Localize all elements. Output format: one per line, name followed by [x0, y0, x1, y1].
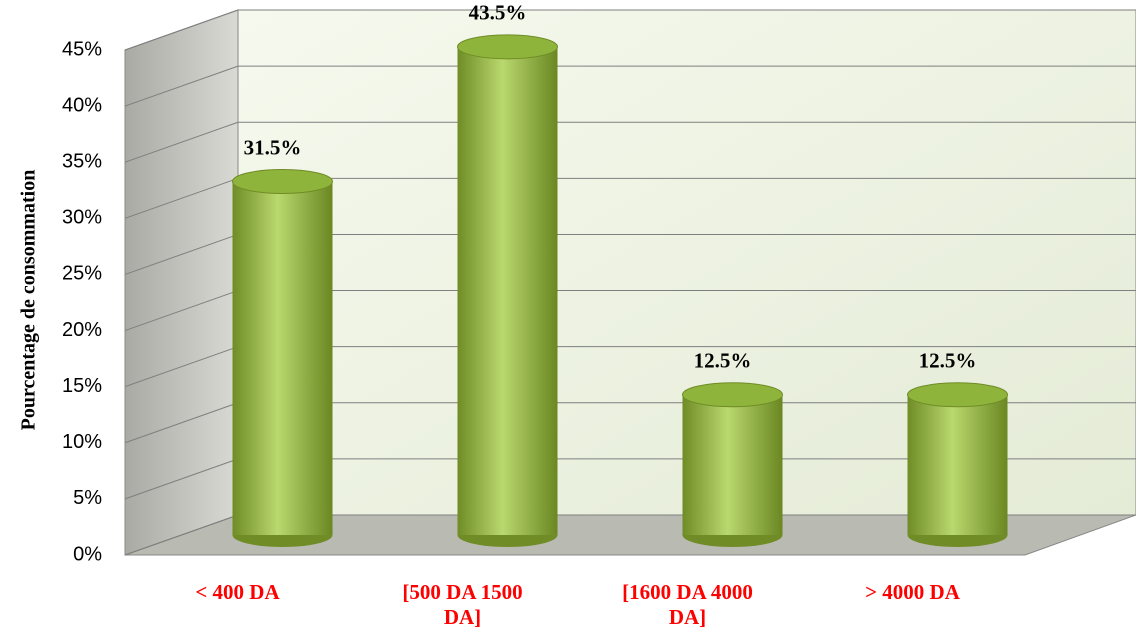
y-tick-label: 40% [62, 94, 102, 116]
data-label: 43.5% [469, 1, 527, 25]
grid-line-side [124, 514, 239, 556]
grid-line-side [124, 458, 239, 500]
grid-line-side [124, 9, 239, 51]
grid-line-side [124, 290, 239, 332]
x-tick-label: [500 DA 1500 DA] [402, 580, 523, 629]
y-tick-label: 5% [73, 487, 102, 509]
grid-line-side [124, 65, 239, 107]
bar [907, 394, 1008, 535]
x-tick-label: < 400 DA [195, 580, 280, 604]
bar [682, 394, 783, 535]
y-axis-title: Pourcentage de consommation [18, 170, 40, 431]
data-label: 12.5% [694, 349, 752, 373]
bar-top [907, 382, 1008, 408]
y-tick-label: 30% [62, 207, 102, 229]
x-tick-label: [1600 DA 4000 DA] [622, 580, 753, 629]
y-tick-label: 10% [62, 431, 102, 453]
bar [232, 181, 333, 535]
y-tick-label: 45% [62, 38, 102, 60]
grid-line-side [124, 346, 239, 388]
bar-top [457, 34, 558, 60]
x-tick-label: > 4000 DA [865, 580, 960, 604]
grid-line-side [124, 121, 239, 163]
bar-top [682, 382, 783, 408]
y-tick-label: 15% [62, 375, 102, 397]
y-tick-label: 20% [62, 319, 102, 341]
grid-line-side [124, 177, 239, 219]
data-label: 12.5% [919, 349, 977, 373]
side-wall [124, 9, 239, 556]
y-tick-label: 25% [62, 263, 102, 285]
bar [457, 46, 558, 535]
y-tick-label: 0% [73, 543, 102, 565]
grid-line-side [124, 233, 239, 275]
bar-top [232, 169, 333, 194]
data-label: 31.5% [244, 135, 302, 159]
grid-line-side [124, 402, 239, 444]
y-tick-label: 35% [62, 151, 102, 173]
